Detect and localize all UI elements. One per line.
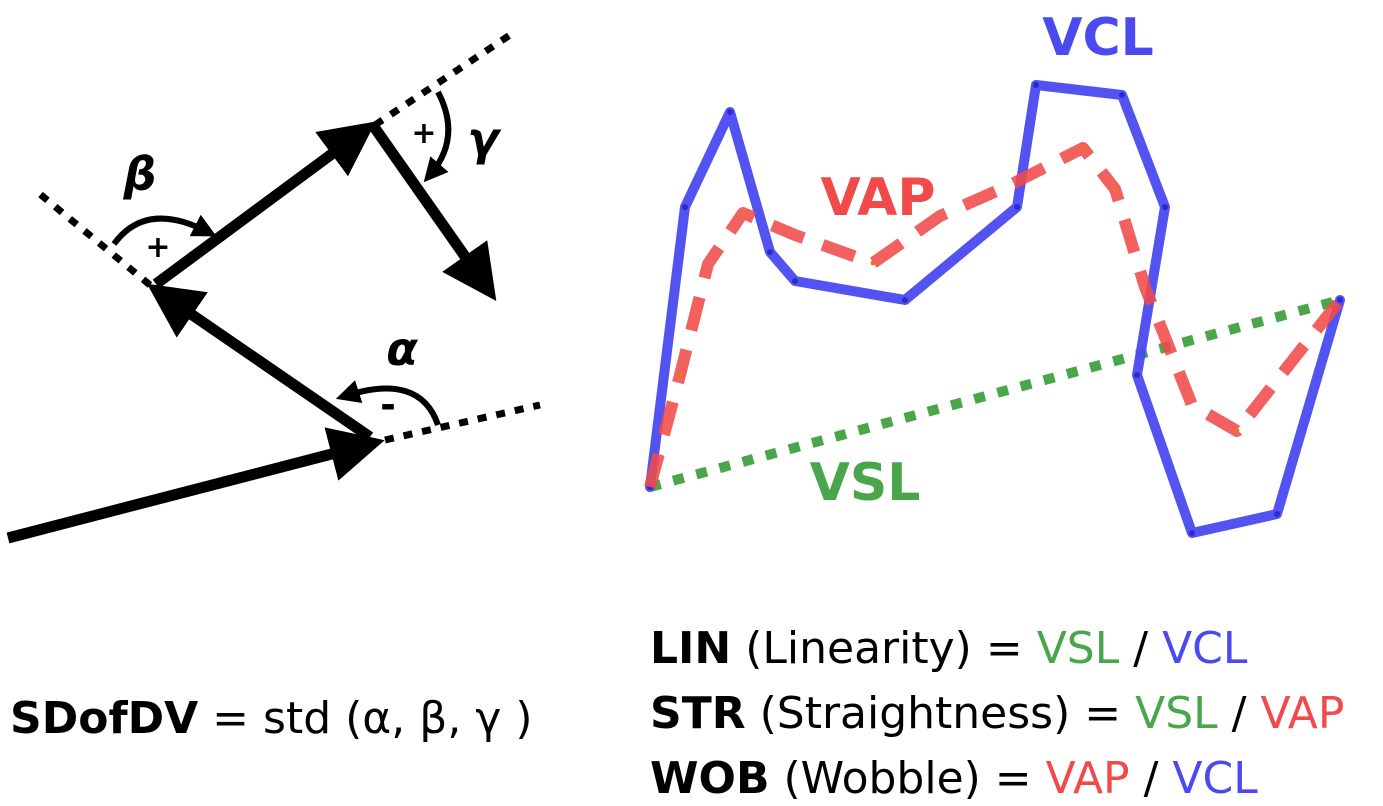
- lin-separator: /: [1133, 623, 1149, 674]
- lin-formula: LIN (Linearity) = VSL / VCL: [650, 622, 1247, 676]
- wob-numerator: VAP: [1045, 753, 1130, 804]
- str-name: STR: [650, 688, 746, 739]
- wob-denominator: VCL: [1172, 753, 1258, 804]
- str-formula: STR (Straightness) = VSL / VAP: [650, 687, 1344, 741]
- gamma-sign: +: [411, 116, 436, 151]
- gamma-label: γ: [467, 112, 502, 166]
- gamma-extension-line: [373, 32, 512, 128]
- wob-desc: (Wobble) =: [783, 753, 1032, 804]
- vsl-label: VSL: [810, 453, 921, 513]
- sdofdv-formula: SDofDV = std (α, β, γ ): [10, 692, 533, 746]
- str-desc: (Straightness) =: [759, 688, 1122, 739]
- alpha-sign: -: [380, 383, 396, 427]
- alpha-arc: [335, 380, 441, 427]
- lin-numerator: VSL: [1036, 623, 1120, 674]
- beta-extension-line: [32, 187, 153, 288]
- segment-2-arrow: [146, 283, 374, 442]
- alpha-label: α: [386, 322, 418, 376]
- gamma-arc: [423, 90, 452, 183]
- sdofdv-name: SDofDV: [10, 693, 199, 744]
- beta-label: β: [123, 147, 157, 201]
- vsl-path: [648, 295, 1342, 492]
- str-numerator: VSL: [1135, 688, 1218, 739]
- vap-vertex-dots: [677, 145, 1240, 434]
- sdofdv-rhs: = std (α, β, γ ): [212, 693, 533, 744]
- angle-panel: α β γ - + +: [6, 32, 541, 544]
- vap-path: [644, 142, 1345, 489]
- wob-formula: WOB (Wobble) = VAP / VCL: [650, 752, 1258, 806]
- segment-1-arrow: [6, 427, 385, 544]
- beta-sign: +: [145, 230, 170, 265]
- str-denominator: VAP: [1260, 688, 1345, 739]
- segment-4-arrow: [367, 120, 497, 302]
- beta-arc: [111, 214, 217, 246]
- str-separator: /: [1231, 688, 1247, 739]
- wob-separator: /: [1143, 753, 1159, 804]
- vcl-vertex-dots: [647, 82, 1343, 536]
- vcl-path: [645, 80, 1345, 538]
- track-panel: VCL VAP VSL: [644, 8, 1345, 538]
- alpha-extension-line: [384, 401, 541, 444]
- wob-name: WOB: [650, 753, 770, 804]
- lin-name: LIN: [650, 623, 732, 674]
- vap-label: VAP: [820, 168, 935, 228]
- segment-3-arrow: [152, 121, 376, 289]
- vcl-label: VCL: [1042, 8, 1154, 68]
- lin-denominator: VCL: [1162, 623, 1248, 674]
- lin-desc: (Linearity) =: [745, 623, 1023, 674]
